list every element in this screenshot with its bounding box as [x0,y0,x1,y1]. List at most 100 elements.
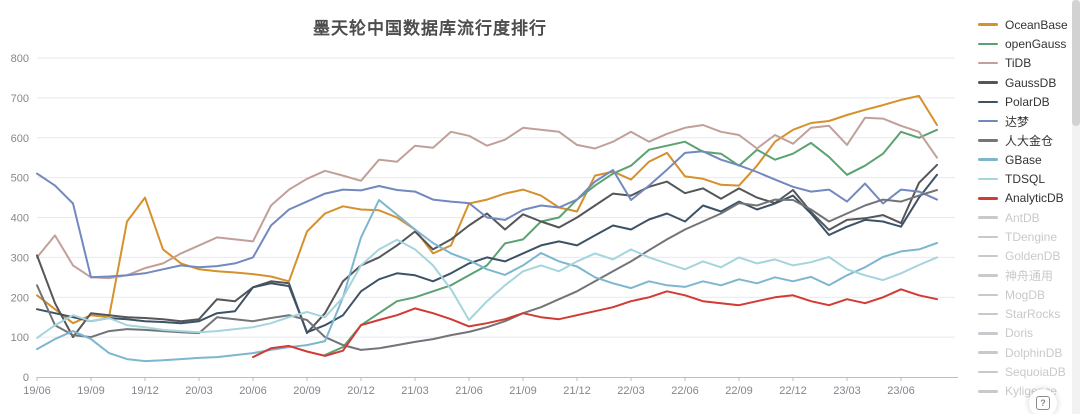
legend-item-AnalyticDB[interactable]: AnalyticDB [978,189,1078,208]
legend-label: TiDB [1005,56,1032,71]
x-axis-tick-label: 21/12 [563,385,591,397]
legend-label: openGauss [1005,36,1067,51]
legend-label: GaussDB [1005,75,1057,90]
legend-label: StarRocks [1005,307,1061,322]
legend-swatch [978,293,998,297]
y-axis-tick-label: 700 [11,93,29,105]
legend-item-MogDB[interactable]: MogDB [978,285,1078,304]
y-axis-tick-label: 100 [11,332,29,344]
y-axis-tick-label: 0 [23,372,29,384]
legend-item-Doris[interactable]: Doris [978,324,1078,343]
legend-item-OceanBase[interactable]: OceanBase [978,15,1078,34]
x-axis-tick-label: 20/12 [347,385,375,397]
legend-item-DolphinDB[interactable]: DolphinDB [978,343,1078,362]
legend-swatch [978,351,998,354]
x-axis-tick-label: 22/09 [725,385,753,397]
question-icon: ? [1036,396,1050,410]
legend-swatch [978,139,998,142]
legend-swatch [978,42,998,46]
x-axis-tick-label: 22/12 [779,385,807,397]
scrollbar-track [1072,0,1080,414]
legend-label: AnalyticDB [1005,191,1064,206]
x-axis-tick-label: 21/09 [509,385,537,397]
legend-swatch [978,61,998,65]
legend-item-达梦[interactable]: 达梦 [978,111,1078,130]
x-axis-tick-label: 22/06 [671,385,699,397]
legend-item-GoldenDB[interactable]: GoldenDB [978,247,1078,266]
legend-swatch [978,370,998,374]
legend-label: GBase [1005,152,1042,167]
legend-item-PolarDB[interactable]: PolarDB [978,92,1078,111]
scrollbar-thumb[interactable] [1072,0,1080,126]
legend-label: TDSQL [1005,172,1046,187]
legend-label: DolphinDB [1005,345,1063,360]
series-line-AnalyticDB [252,288,938,359]
legend-swatch [978,177,998,181]
legend-item-openGauss[interactable]: openGauss [978,34,1078,53]
help-button[interactable]: ? [1029,389,1057,414]
chart-title: 墨天轮中国数据库流行度排行 [313,19,547,38]
legend-item-Kyligence[interactable]: Kyligence [978,382,1078,401]
y-axis-tick-label: 500 [11,173,29,185]
legend-item-人大金仓[interactable]: 人大金仓 [978,131,1078,150]
legend-label: AntDB [1005,210,1040,225]
legend-swatch [978,158,998,161]
series-line-达梦 [36,150,938,279]
legend-label: TDengine [1005,229,1058,244]
x-axis-tick-label: 19/12 [131,385,159,397]
legend-label: 达梦 [1005,114,1030,129]
x-axis-tick-label: 20/06 [239,385,267,397]
series-line-GaussDB [36,163,938,339]
y-axis-tick-label: 200 [11,292,29,304]
x-axis-tick-label: 22/03 [617,385,645,397]
legend-item-TDengine[interactable]: TDengine [978,227,1078,246]
legend-item-AntDB[interactable]: AntDB [978,208,1078,227]
x-axis-tick-label: 20/09 [293,385,321,397]
legend-item-TDSQL[interactable]: TDSQL [978,169,1078,188]
x-axis-tick-label: 23/03 [833,385,861,397]
legend-label: 神舟通用 [1005,269,1054,283]
x-axis-tick-label: 21/06 [455,385,483,397]
legend-label: OceanBase [1005,17,1068,32]
series-line-PolarDB [36,173,938,334]
legend-swatch [978,81,998,84]
legend-item-GaussDB[interactable]: GaussDB [978,73,1078,92]
legend-item-StarRocks[interactable]: StarRocks [978,304,1078,323]
legend-swatch [978,390,998,393]
x-axis-tick-label: 21/03 [401,385,429,397]
legend-item-TiDB[interactable]: TiDB [978,54,1078,73]
chart-legend: OceanBase openGauss TiDB GaussDB PolarDB 达梦人大… [978,15,1078,401]
x-axis-tick-label: 19/06 [23,385,51,397]
legend-label: MogDB [1005,287,1046,302]
legend-label: PolarDB [1005,94,1050,109]
legend-swatch [978,254,998,258]
series-line-openGauss [324,128,938,357]
legend-swatch [978,274,998,277]
y-axis-tick-label: 400 [11,213,29,225]
legend-swatch [978,197,998,200]
legend-swatch [978,216,998,219]
series-line-OceanBase [36,94,938,325]
legend-item-SequoiaDB[interactable]: SequoiaDB [978,362,1078,381]
y-axis-tick-label: 300 [11,252,29,264]
legend-swatch [978,312,998,316]
x-axis-tick-label: 19/09 [77,385,105,397]
legend-swatch [978,235,998,239]
legend-swatch [978,23,998,26]
legend-item-神舟通用[interactable]: 神舟通用 [978,266,1078,285]
legend-label: 人大金仓 [1005,133,1054,148]
legend-label: GoldenDB [1005,249,1061,264]
x-axis-tick-label: 23/06 [887,385,915,397]
legend-swatch [978,100,998,104]
y-axis-tick-label: 800 [11,53,29,65]
y-axis-tick-label: 600 [11,133,29,145]
legend-swatch [978,332,998,335]
x-axis-tick-label: 20/03 [185,385,213,397]
legend-item-GBase[interactable]: GBase [978,150,1078,169]
series-line-TDSQL [36,238,938,339]
series-line-人大金仓 [36,189,938,351]
series-line-TiDB [36,116,938,280]
series-line-GBase [36,199,938,363]
